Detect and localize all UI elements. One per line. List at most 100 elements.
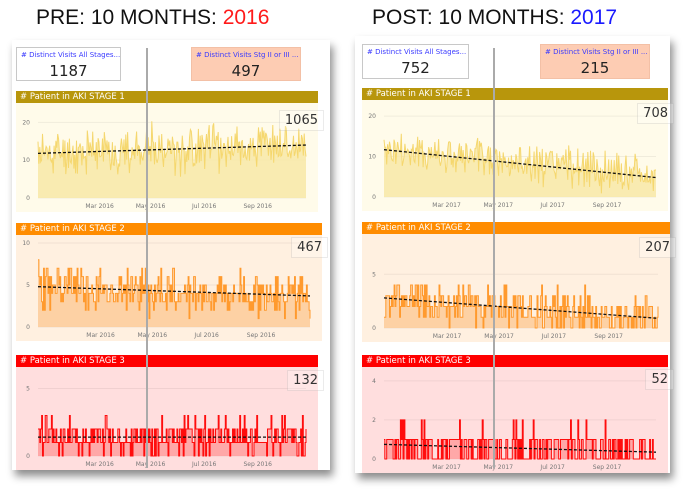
chart-body: 0 5 Mar 2016 May 2016 Jul 2016 Sep 2016 [16,367,318,470]
x-tick-label: Sep 2016 [247,332,276,339]
x-tick-label: Mar 2016 [85,461,114,468]
y-tick-label: 10 [22,157,30,164]
chart-total-value: 1065 [278,110,324,131]
series-line [383,133,657,194]
pre-title-year: 2016 [222,6,270,29]
card-label: # Distinct Visits Stg II or III ... [545,48,648,56]
y-tick-label: 5 [26,282,30,289]
series-line [38,415,307,457]
chart-body: 0 10 20 Mar 2017 May 2017 Jul 2017 Sep 2017 [362,100,668,211]
y-tick-label: 0 [372,325,376,332]
chart-header: # Patient in AKI STAGE 3 [362,355,668,367]
pre-card-stg-2-3[interactable]: # Distinct Visits Stg II or III ... 497 [191,47,301,81]
chart-total-value: 207 [639,237,676,258]
post-cursor-line [493,48,495,468]
y-tick-label: 5 [26,386,30,393]
pre-chart-aki-stage-3[interactable]: # Patient in AKI STAGE 3 0 5 Mar 2016 May 2… [16,355,324,470]
x-tick-label: May 2017 [483,202,513,209]
post-title-year: 2017 [570,6,618,29]
post-panel-title: POST: 10 MONTHS: 2017 [372,6,617,30]
card-value: 752 [401,59,430,77]
x-tick-label: Jul 2017 [539,464,565,471]
x-tick-label: May 2016 [137,332,167,339]
chart-plot: 0 5 10 Mar 2016 May 2016 Jul 2016 Sep 2016 [22,240,311,339]
chart-header: # Patient in AKI STAGE 2 [362,222,670,234]
series-line [384,419,656,460]
pre-panel-title: PRE: 10 MONTHS: 2016 [36,6,269,30]
x-tick-label: Jul 2016 [193,332,219,339]
post-card-all-stages[interactable]: # Distinct Visits All Stages... 752 [362,44,469,79]
pre-card-all-stages[interactable]: # Distinct Visits All Stages... 1187 [16,47,121,81]
series-area [384,419,656,459]
y-tick-label: 2 [372,417,376,424]
x-tick-label: Jul 2016 [191,461,217,468]
chart-plot: 0 10 20 Mar 2016 May 2016 Jul 2016 Sep 2016 [22,119,307,210]
card-label: # Distinct Visits All Stages... [21,51,121,59]
x-tick-label: May 2017 [483,464,513,471]
chart-body: 0 5 10 Mar 2016 May 2016 Jul 2016 Sep 2016 [16,235,322,341]
series-area [384,133,656,197]
pre-title-prefix: PRE: 10 MONTHS: [36,6,223,29]
chart-total-value: 708 [637,103,674,124]
pre-cursor-line [146,48,148,468]
y-tick-label: 0 [26,453,30,460]
x-tick-label: Sep 2016 [244,203,273,210]
chart-plot: 0 2 4 Mar 2017 May 2017 Jul 2017 Sep 2017 [372,378,657,471]
x-tick-label: Sep 2017 [593,202,622,209]
y-tick-label: 4 [372,378,376,385]
x-tick-label: May 2016 [136,461,166,468]
chart-header: # Patient in AKI STAGE 2 [16,223,322,235]
chart-body: 0 2 4 Mar 2017 May 2017 Jul 2017 Sep 2017 [362,367,668,473]
post-title-prefix: POST: 10 MONTHS: [372,6,571,29]
x-tick-label: Sep 2016 [244,461,273,468]
y-tick-label: 10 [368,154,376,161]
series-line [37,121,307,177]
trend-line [383,297,659,319]
card-value: 1187 [49,62,88,80]
x-tick-label: May 2017 [484,333,514,340]
chart-header: # Patient in AKI STAGE 1 [362,88,668,100]
card-label: # Distinct Visits All Stages... [367,48,467,56]
post-chart-aki-stage-3[interactable]: # Patient in AKI STAGE 3 0 2 4 Mar 2017 May … [362,355,674,473]
series-line [38,259,311,320]
x-tick-label: Sep 2017 [593,464,622,471]
y-tick-label: 5 [372,271,376,278]
y-tick-label: 0 [26,324,30,331]
x-tick-label: Mar 2016 [86,332,115,339]
series-line [384,284,659,329]
chart-plot: 0 5 Mar 2017 May 2017 Jul 2017 Sep 2017 [372,271,659,340]
y-tick-label: 20 [368,113,376,120]
chart-total-value: 467 [291,237,328,258]
x-tick-label: Mar 2017 [432,464,461,471]
post-card-stg-2-3[interactable]: # Distinct Visits Stg II or III ... 215 [540,44,650,79]
chart-header: # Patient in AKI STAGE 1 [16,91,318,103]
trend-line [383,443,657,453]
x-tick-label: Mar 2017 [432,202,461,209]
card-value: 497 [231,62,261,80]
pre-chart-aki-stage-2[interactable]: # Patient in AKI STAGE 2 0 5 10 Mar 2016 May… [16,223,328,341]
pre-chart-aki-stage-1[interactable]: # Patient in AKI STAGE 1 0 10 20 Mar 2016 Ma… [16,91,324,212]
y-tick-label: 0 [26,195,30,202]
y-tick-label: 10 [22,240,30,247]
chart-plot: 0 5 Mar 2016 May 2016 Jul 2016 Sep 2016 [26,386,307,468]
y-tick-label: 0 [372,194,376,201]
post-chart-aki-stage-1[interactable]: # Patient in AKI STAGE 1 0 10 20 Mar 2017 Ma… [362,88,674,211]
card-label: # Distinct Visits Stg II or III ... [196,51,299,59]
x-tick-label: Sep 2017 [594,333,623,340]
x-tick-label: Mar 2017 [433,333,462,340]
x-tick-label: Jul 2017 [539,202,565,209]
y-tick-label: 20 [22,119,30,126]
chart-plot: 0 10 20 Mar 2017 May 2017 Jul 2017 Sep 2017 [368,113,657,209]
chart-total-value: 132 [287,370,324,391]
chart-body: 0 5 Mar 2017 May 2017 Jul 2017 Sep 2017 [362,234,670,342]
trend-line [383,149,657,179]
chart-header: # Patient in AKI STAGE 3 [16,355,318,367]
trend-line [37,286,311,297]
x-tick-label: Mar 2016 [85,203,114,210]
post-chart-aki-stage-2[interactable]: # Patient in AKI STAGE 2 0 5 Mar 2017 May 2… [362,222,676,342]
x-tick-label: Jul 2016 [191,203,217,210]
x-tick-label: May 2016 [136,203,166,210]
chart-body: 0 10 20 Mar 2016 May 2016 Jul 2016 Sep 2016 [16,103,318,212]
y-tick-label: 0 [372,456,376,463]
chart-total-value: 52 [645,369,674,390]
